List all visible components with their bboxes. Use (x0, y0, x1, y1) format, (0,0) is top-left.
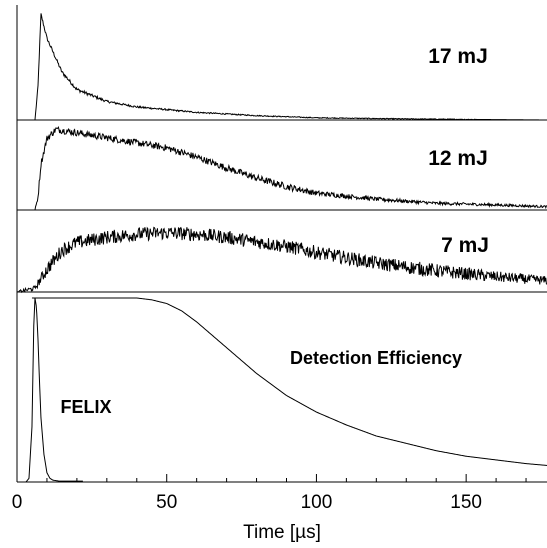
x-tick-label-50: 50 (156, 492, 177, 513)
annotation-felix: FELIX (60, 397, 111, 417)
panel-2-label: 12 mJ (428, 147, 488, 170)
x-tick-label-0: 0 (12, 492, 23, 513)
panel-4-series-2-line (31, 297, 547, 466)
panel-3-label: 7 mJ (441, 234, 489, 257)
panel-3: 7 mJ (16, 226, 547, 294)
panel-4: FELIX Detection Efficiency (17, 297, 547, 483)
panel-2-series-1-line (17, 125, 547, 211)
panel-3-series-1-line (16, 226, 547, 294)
panels: 17 mJ 12 mJ 7 mJ FELIX Detection Efficiency (16, 13, 547, 483)
panel-1-label: 17 mJ (428, 45, 488, 68)
x-tick-label-100: 100 (301, 492, 333, 513)
x-axis-label: Time [µs] (243, 522, 321, 543)
axes: 0 50 100 150 (12, 5, 547, 513)
annotation-detection-efficiency: Detection Efficiency (290, 348, 462, 368)
panel-2: 12 mJ (17, 125, 547, 211)
panel-4-series-1-line (17, 297, 83, 483)
x-tick-label-150: 150 (450, 492, 482, 513)
panel-1: 17 mJ (17, 13, 547, 121)
panel-1-series-1-line (17, 13, 547, 121)
